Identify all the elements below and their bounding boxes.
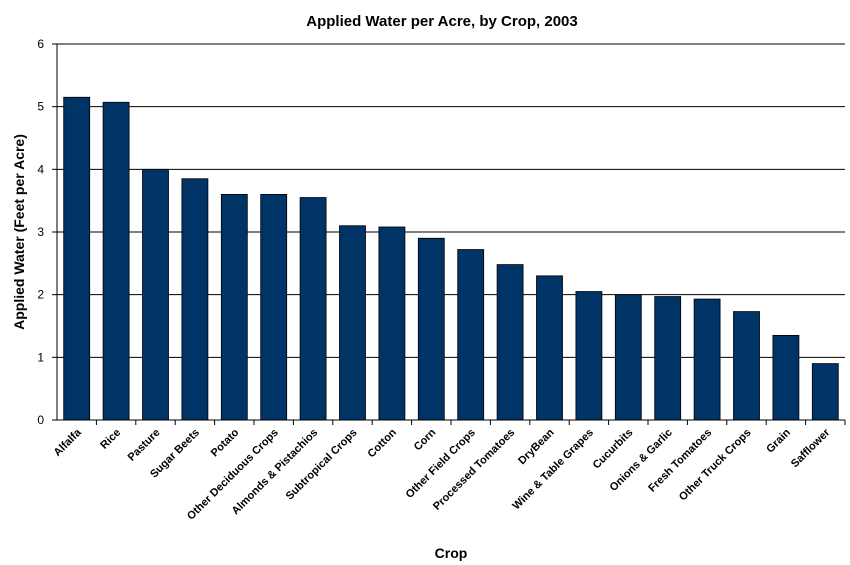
bar [378,226,406,421]
bar [654,296,682,421]
x-tick-label: Processed Tomatoes [431,427,517,513]
y-tick-label: 1 [37,350,44,364]
bar [63,96,91,421]
x-tick-label: Rice [98,427,123,452]
y-axis-label: Applied Water (Feet per Acre) [11,134,27,330]
bar [733,311,760,421]
bar [220,193,248,421]
bar [536,275,563,421]
y-tick-label: 4 [37,162,44,176]
x-tick-label: Corn [412,426,439,453]
x-tick-label: Safflower [789,426,833,470]
x-tick-label: Potato [209,426,242,459]
bar [811,363,839,421]
bar [260,193,288,421]
gridlines [57,43,845,358]
bar [457,249,485,421]
y-axis-ticks: 0 1 2 3 4 5 6 [37,37,57,427]
bar [142,168,169,421]
bar [693,298,721,421]
bar [614,294,642,421]
x-tick-label: Pasture [126,427,163,464]
x-tick-label: Other Field Crops [404,427,478,501]
x-axis-label: Crop [435,545,468,561]
y-tick-label: 2 [37,288,44,302]
x-tick-label: Subtropical Crops [284,427,360,503]
y-tick-label: 3 [37,225,44,239]
bar [181,178,209,421]
chart-title: Applied Water per Acre, by Crop, 2003 [306,13,577,30]
y-tick-label: 6 [37,37,44,51]
x-tick-label: DryBean [516,426,557,467]
bar [772,334,800,421]
bar [575,291,603,421]
x-tick-label: Wine & Table Grapes [510,427,596,513]
bars [63,96,839,421]
y-tick-label: 5 [37,100,44,114]
bar [339,225,366,421]
bar [102,101,130,421]
x-tick-label: Alfalfa [52,426,85,459]
bar [496,264,524,421]
y-tick-label: 0 [37,413,44,427]
x-tick-label: Other Truck Crops [677,427,754,504]
bar [299,197,327,421]
bar [417,237,445,421]
x-tick-label: Grain [764,426,793,455]
x-tick-label: Cotton [365,426,399,460]
